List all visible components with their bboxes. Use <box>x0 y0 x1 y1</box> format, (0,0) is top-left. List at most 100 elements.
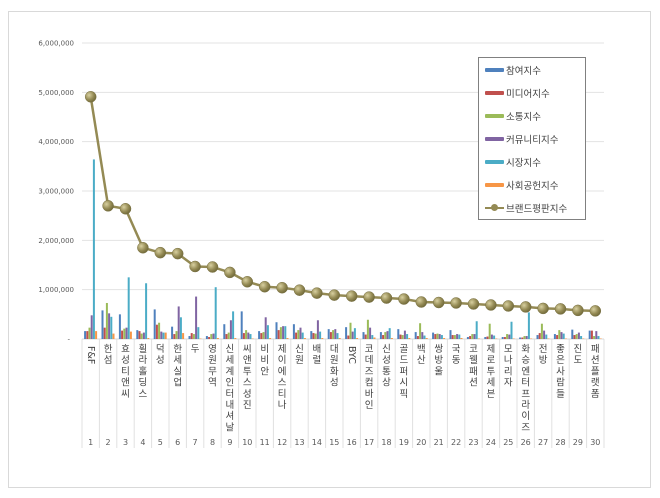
bar <box>245 330 248 339</box>
bar <box>264 317 267 339</box>
bar <box>195 296 198 339</box>
bar <box>443 338 446 339</box>
bar <box>421 332 424 339</box>
x-category-label: 배 <box>313 344 322 355</box>
bar <box>301 332 304 339</box>
x-category-label: 코 <box>365 344 374 355</box>
x-category-label: 사 <box>556 366 565 377</box>
x-category-label: 티 <box>278 389 287 400</box>
line-marker <box>328 289 341 301</box>
x-category-label: 신 <box>226 344 235 355</box>
bar <box>338 338 341 339</box>
bar <box>369 327 372 339</box>
x-category-label: 나 <box>504 355 513 366</box>
x-category-number: 17 <box>364 438 374 447</box>
bar <box>451 335 454 339</box>
bar <box>108 313 111 339</box>
bar <box>103 327 106 339</box>
bar <box>538 333 541 339</box>
line-marker <box>154 246 167 259</box>
bar <box>179 317 182 339</box>
bar <box>84 331 87 339</box>
bar <box>242 333 245 339</box>
bar <box>543 330 546 339</box>
x-category-label: 앤 <box>243 355 252 366</box>
x-category-label: 계 <box>226 365 235 377</box>
x-category-number: 13 <box>294 438 304 447</box>
line-marker <box>276 281 288 294</box>
bar <box>597 336 600 339</box>
bar <box>373 337 376 339</box>
x-category-number: 28 <box>555 438 565 447</box>
legend-swatch-icon <box>485 183 504 187</box>
x-category-label: 나 <box>278 400 287 411</box>
bar <box>453 335 456 339</box>
x-category-number: 12 <box>277 438 287 447</box>
x-category-number: 4 <box>140 438 145 447</box>
bar <box>171 326 174 339</box>
bar <box>371 335 374 339</box>
bar <box>475 321 478 339</box>
x-category-label: F&F <box>85 346 96 364</box>
bar <box>423 335 426 339</box>
bar <box>188 336 191 339</box>
bar <box>366 319 369 339</box>
bar <box>469 336 472 339</box>
x-category-label: 세 <box>173 355 182 366</box>
bar <box>101 310 104 339</box>
bar <box>177 306 180 339</box>
x-category-label: 즈 <box>521 422 530 433</box>
x-category-label: 에 <box>278 366 287 377</box>
bar <box>153 309 156 339</box>
bar <box>314 333 317 339</box>
x-category-label: 람 <box>556 377 565 389</box>
x-category-label: 세 <box>226 355 235 366</box>
bar <box>229 320 232 339</box>
bar <box>284 326 287 339</box>
x-category-label: 성 <box>330 378 339 389</box>
x-category-label: 전 <box>539 344 548 355</box>
x-category-label: 신 <box>295 344 304 355</box>
bar <box>364 334 367 339</box>
legend-item-community: 커뮤니티지수 <box>485 132 558 146</box>
x-category-number: 6 <box>175 438 180 447</box>
legend-item-communication: 소통지수 <box>485 109 541 123</box>
bar <box>495 338 498 340</box>
bar <box>319 331 322 339</box>
line-marker <box>119 203 132 215</box>
bar <box>486 336 489 339</box>
line-marker <box>398 293 410 305</box>
bar <box>112 333 115 339</box>
bar <box>456 334 459 339</box>
bar <box>349 322 352 339</box>
line-marker <box>258 280 271 293</box>
x-category-label: 로 <box>487 355 496 366</box>
bar <box>530 338 533 340</box>
x-category-label: 제 <box>278 344 287 355</box>
x-category-label: 동 <box>452 355 461 366</box>
x-category-label: 드 <box>400 355 409 366</box>
x-category-label: 플 <box>591 366 600 377</box>
bar <box>484 337 487 339</box>
x-category-label: 백 <box>417 344 426 355</box>
line-marker <box>293 284 306 296</box>
bar <box>512 338 515 340</box>
bar <box>503 337 506 339</box>
legend-item-media: 미디어지수 <box>485 86 550 100</box>
bar <box>140 333 143 339</box>
x-category-number: 8 <box>210 438 215 447</box>
x-category-label: 한 <box>104 344 113 355</box>
bar <box>506 334 509 339</box>
x-category-label: 세 <box>487 378 496 389</box>
x-category-label: 날 <box>226 422 235 433</box>
bar <box>582 338 585 340</box>
bar <box>269 338 272 339</box>
line-marker <box>380 292 393 304</box>
x-category-label: 프 <box>521 389 530 400</box>
x-category-label: 성 <box>243 389 252 400</box>
x-category-label: 폼 <box>591 389 600 400</box>
x-category-label: 원 <box>208 355 217 366</box>
bar <box>260 333 263 339</box>
bar <box>580 336 583 339</box>
x-category-label: 이 <box>521 411 530 422</box>
